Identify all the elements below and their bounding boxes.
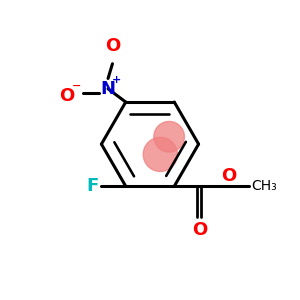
Text: O: O (105, 37, 120, 55)
Circle shape (143, 137, 177, 172)
Text: O: O (221, 167, 236, 185)
Text: O: O (192, 220, 207, 238)
Text: +: + (112, 75, 121, 85)
Text: CH₃: CH₃ (252, 179, 278, 193)
Text: O: O (59, 87, 74, 105)
Text: N: N (100, 80, 116, 98)
Text: F: F (86, 177, 98, 195)
Circle shape (154, 122, 184, 152)
Text: −: − (72, 81, 81, 91)
